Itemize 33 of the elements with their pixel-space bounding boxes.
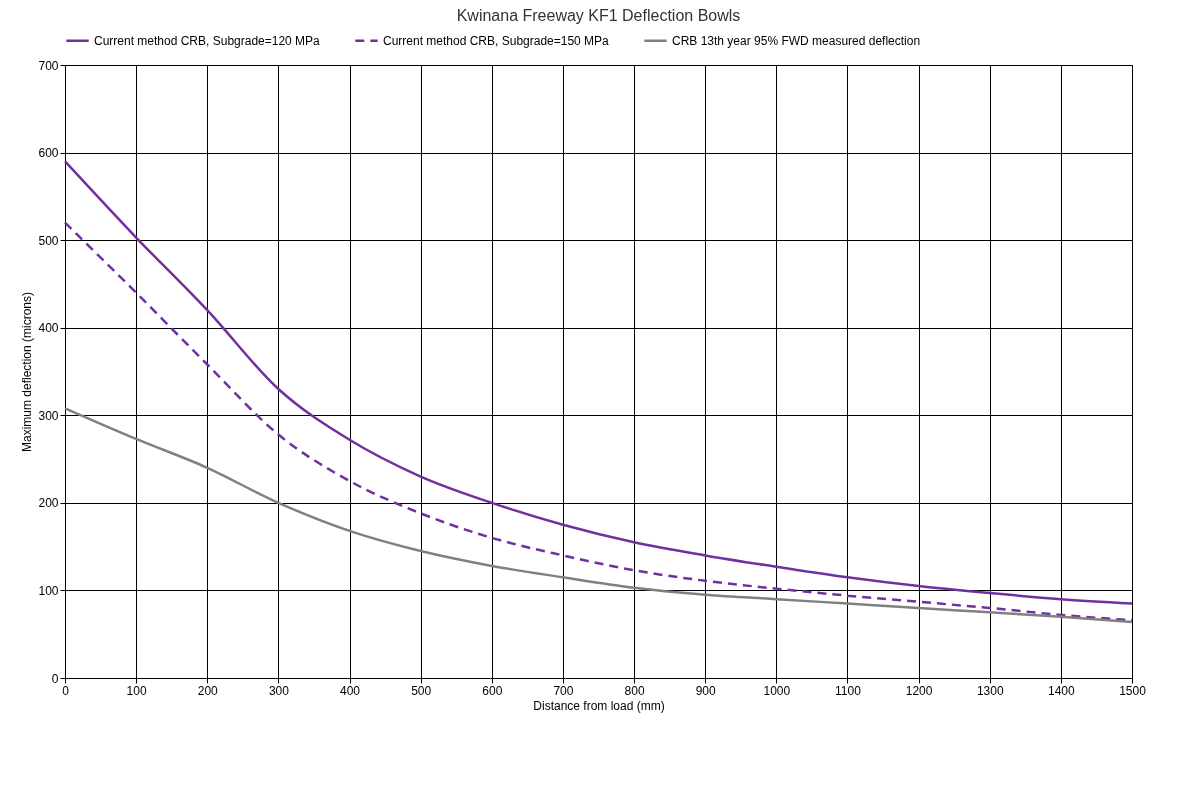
y-tick-label: 100 xyxy=(38,583,59,598)
x-tick-label: 1200 xyxy=(905,683,933,698)
x-axis-title: Distance from load (mm) xyxy=(533,698,665,713)
y-tick-label: 0 xyxy=(51,671,59,686)
y-tick-label: 300 xyxy=(38,408,59,423)
x-tick-label: 1400 xyxy=(1048,683,1076,698)
legend-label: CRB 13th year 95% FWD measured deflection xyxy=(672,33,921,48)
x-tick-label: 700 xyxy=(553,683,574,698)
y-axis-title: Maximum deflection (microns) xyxy=(20,291,35,453)
line-series xyxy=(63,160,1134,605)
x-tick-label: 900 xyxy=(695,683,717,698)
y-tick-label: 500 xyxy=(38,233,59,248)
line-series xyxy=(63,221,1134,622)
x-tick-label: 1000 xyxy=(763,683,791,698)
x-tick-label: 300 xyxy=(268,683,290,698)
chart-title: Kwinana Freeway KF1 Deflection Bowls xyxy=(456,7,741,24)
x-tick-label: 1500 xyxy=(1119,683,1147,698)
x-tick-label: 1100 xyxy=(835,683,862,698)
x-tick-label: 200 xyxy=(197,683,219,698)
x-tick-label: 800 xyxy=(624,683,645,698)
x-tick-label: 400 xyxy=(340,683,361,698)
y-tick-label: 400 xyxy=(38,321,59,336)
x-tick-label: 100 xyxy=(126,683,147,698)
legend-label: Current method CRB, Subgrade=150 MPa xyxy=(383,33,610,48)
x-tick-label: 500 xyxy=(411,683,432,698)
y-tick-label: 700 xyxy=(38,58,59,73)
y-tick-label: 200 xyxy=(38,496,59,511)
x-tick-label: 600 xyxy=(482,683,503,698)
line-series xyxy=(63,407,1134,624)
x-tick-label: 0 xyxy=(62,683,70,698)
x-tick-label: 1300 xyxy=(976,683,1004,698)
legend-label: Current method CRB, Subgrade=120 MPa xyxy=(94,33,321,48)
y-tick-label: 600 xyxy=(38,146,59,161)
